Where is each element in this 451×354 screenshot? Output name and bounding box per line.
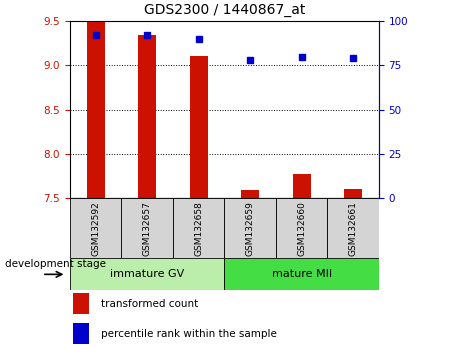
Bar	[344, 188, 362, 198]
Text: mature MII: mature MII	[272, 269, 331, 279]
Bar	[87, 22, 105, 198]
FancyBboxPatch shape	[173, 198, 224, 258]
FancyBboxPatch shape	[224, 258, 379, 290]
Text: GSM132592: GSM132592	[91, 201, 100, 256]
FancyBboxPatch shape	[276, 198, 327, 258]
FancyBboxPatch shape	[121, 198, 173, 258]
Text: immature GV: immature GV	[110, 269, 184, 279]
Text: GSM132657: GSM132657	[143, 201, 152, 256]
Bar	[73, 324, 89, 344]
Text: GSM132660: GSM132660	[297, 201, 306, 256]
Text: percentile rank within the sample: percentile rank within the sample	[101, 329, 276, 339]
FancyBboxPatch shape	[70, 198, 121, 258]
Text: GSM132659: GSM132659	[246, 201, 255, 256]
FancyBboxPatch shape	[70, 258, 224, 290]
Text: development stage: development stage	[5, 259, 106, 269]
FancyBboxPatch shape	[224, 198, 276, 258]
FancyBboxPatch shape	[327, 198, 379, 258]
Text: GSM132658: GSM132658	[194, 201, 203, 256]
Text: GSM132661: GSM132661	[349, 201, 358, 256]
Bar	[73, 293, 89, 314]
Title: GDS2300 / 1440867_at: GDS2300 / 1440867_at	[144, 4, 305, 17]
Bar	[138, 35, 156, 198]
Bar	[241, 190, 259, 198]
Bar	[293, 175, 311, 198]
Text: transformed count: transformed count	[101, 299, 198, 309]
Bar	[189, 56, 207, 198]
